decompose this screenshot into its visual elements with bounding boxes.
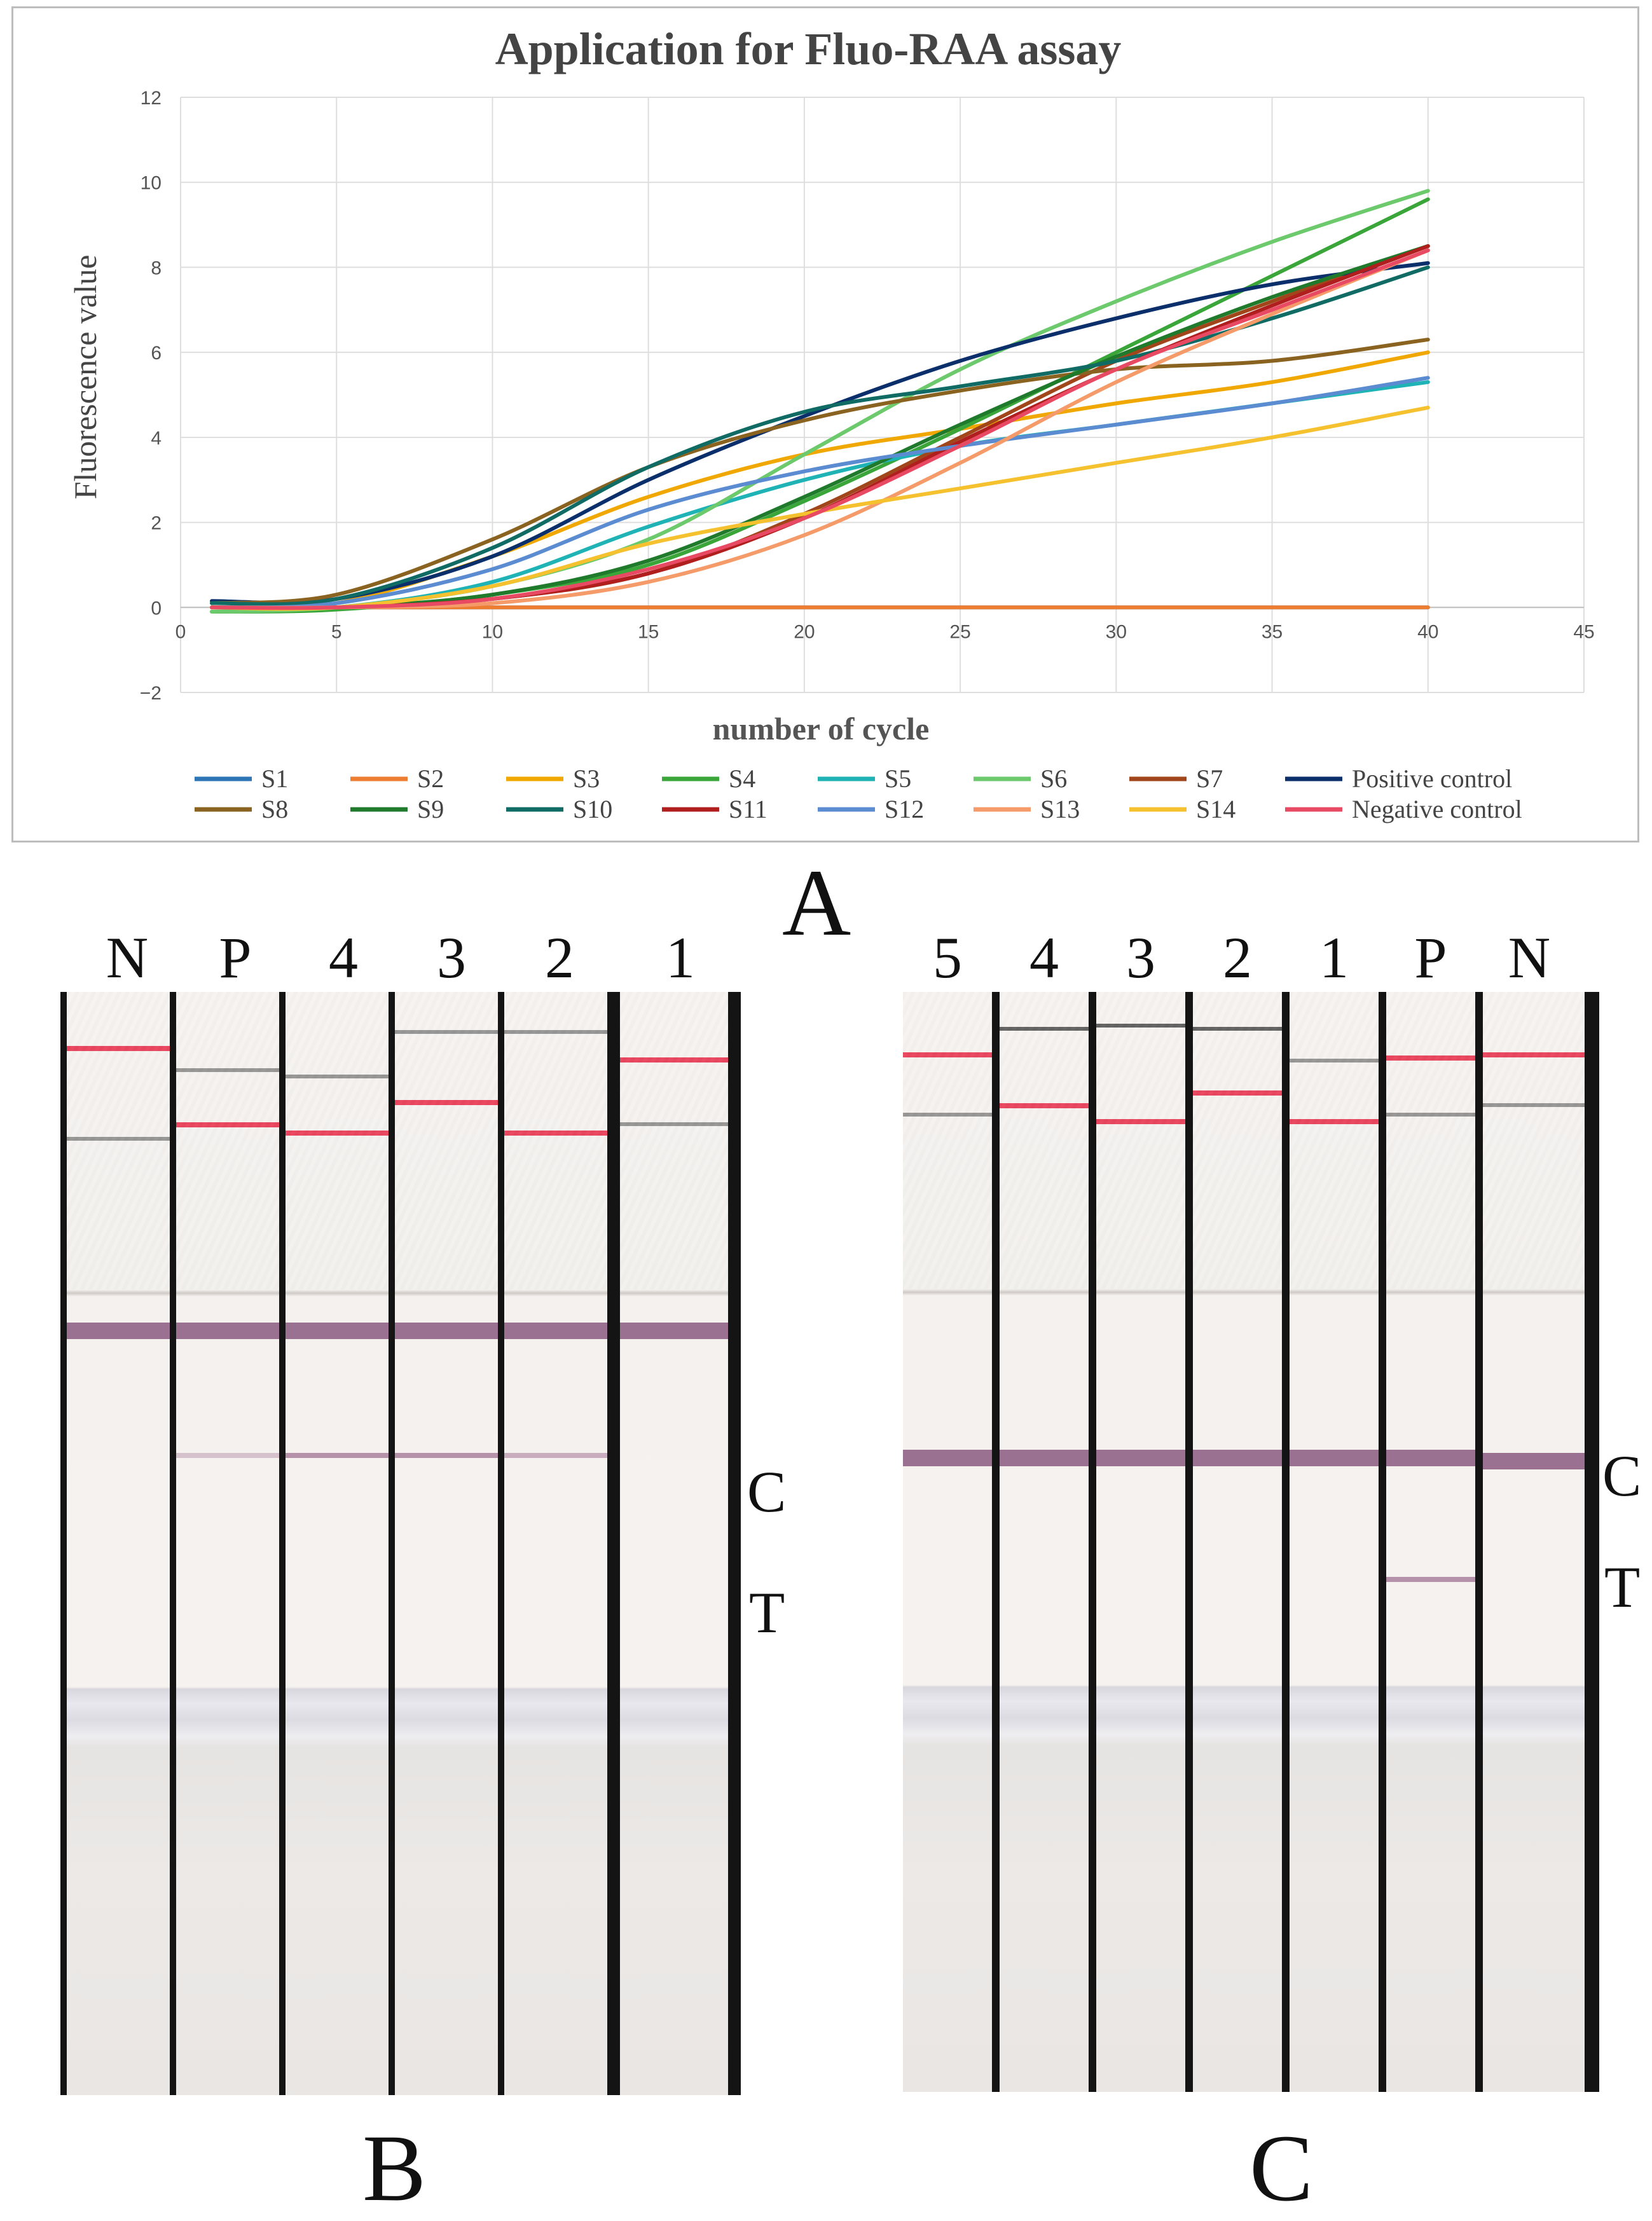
series-line-s8 (210, 338, 1430, 605)
legend-label-s7: S7 (1196, 764, 1223, 793)
legend-label-s1: S1 (261, 764, 288, 793)
legend-label-s10: S10 (573, 795, 612, 823)
lane-label-b-2: 2 (545, 925, 574, 990)
fluo-raa-line-chart: −2 0 2 4 6 8 10 12 0 5 10 15 20 25 30 35 40 45 S1 S2 S3 S4 S5… (67, 24, 1595, 823)
strip-b-p (176, 992, 279, 2095)
x-tick-label: 20 (794, 621, 815, 642)
lane-label-c-1: 1 (1319, 925, 1349, 990)
panel-label-a: A (782, 850, 851, 956)
strip-c-1 (1290, 992, 1379, 2092)
legend-label-positive-control: Positive control (1352, 764, 1512, 793)
x-tick-label: 25 (949, 621, 970, 642)
y-tick-label: 0 (151, 598, 162, 619)
lateral-flow-photo-b (60, 992, 741, 2095)
y-tick-label: 2 (151, 513, 162, 534)
legend-label-s14: S14 (1196, 795, 1236, 823)
chart-title: Application for Fluo-RAA assay (495, 24, 1122, 74)
lateral-flow-photo-c (903, 992, 1599, 2092)
y-tick-label: −2 (140, 683, 162, 704)
x-tick-label: 0 (176, 621, 186, 642)
strip-c-4 (1000, 992, 1089, 2092)
legend-label-s3: S3 (573, 764, 600, 793)
strip-b-4 (286, 992, 389, 2095)
series-line-s9 (210, 244, 1430, 610)
series-line-s3 (210, 350, 1430, 610)
y-tick-label: 4 (151, 428, 162, 449)
y-tick-label: 6 (151, 343, 162, 364)
lane-label-b-1: 1 (666, 925, 695, 990)
lane-label-c-5: 5 (933, 925, 962, 990)
x-tick-label: 35 (1262, 621, 1283, 642)
lane-label-c-4: 4 (1029, 925, 1059, 990)
x-tick-label: 40 (1417, 621, 1438, 642)
x-tick-label: 15 (638, 621, 659, 642)
strip-c-2 (1193, 992, 1282, 2092)
strip-b-n (67, 992, 170, 2095)
series-line-s12 (210, 376, 1430, 610)
x-axis-label: number of cycle (713, 711, 930, 746)
legend-label-s9: S9 (417, 795, 444, 823)
series-line-s14 (210, 406, 1430, 611)
strip-b-3 (395, 992, 498, 2095)
y-tick-label: 12 (141, 88, 162, 109)
lane-label-c-p: P (1414, 925, 1447, 990)
strip-c-3 (1096, 992, 1185, 2092)
legend-label-s8: S8 (261, 795, 288, 823)
lane-label-b-p: P (219, 925, 252, 990)
legend-label-s2: S2 (417, 764, 444, 793)
x-tick-label: 30 (1106, 621, 1127, 642)
series-line-s13 (210, 248, 1430, 610)
x-tick-label: 5 (331, 621, 342, 642)
legend-label-s13: S13 (1040, 795, 1080, 823)
legend-label-s12: S12 (885, 795, 924, 823)
series-line-positive-control (210, 261, 1430, 605)
strip-c-n (1483, 992, 1585, 2092)
strip-b-1 (620, 992, 728, 2095)
control-line-label-b: C (747, 1459, 787, 1524)
lane-label-c-3: 3 (1126, 925, 1155, 990)
series-line-s6 (210, 189, 1430, 614)
strip-c-5 (903, 992, 992, 2092)
series-line-negative-control (210, 248, 1430, 610)
x-tick-label: 45 (1573, 621, 1594, 642)
series-line-s11 (210, 244, 1430, 610)
legend-label-s6: S6 (1040, 764, 1067, 793)
legend-label-negative-control: Negative control (1352, 795, 1522, 823)
legend-label-s11: S11 (729, 795, 767, 823)
lane-label-c-2: 2 (1223, 925, 1252, 990)
lane-label-b-3: 3 (437, 925, 466, 990)
legend-label-s4: S4 (729, 764, 755, 793)
y-tick-label: 10 (141, 173, 162, 194)
y-axis-label: Fluorescence value (67, 255, 103, 500)
strip-b-2 (504, 992, 607, 2095)
series-line-s7 (210, 244, 1430, 610)
lane-label-c-n: N (1508, 925, 1551, 990)
chart-frame: −2 0 2 4 6 8 10 12 0 5 10 15 20 25 30 35 40 45 S1 S2 S3 S4 S5… (11, 6, 1639, 842)
test-line-label-c: T (1604, 1555, 1641, 1619)
x-tick-label: 10 (482, 621, 503, 642)
legend-label-s5: S5 (885, 764, 911, 793)
panel-label-c: C (1249, 2115, 1314, 2221)
lane-label-b-4: 4 (329, 925, 358, 990)
y-tick-label: 8 (151, 258, 162, 278)
test-line-label-b: T (749, 1580, 785, 1645)
lane-label-b-n: N (106, 925, 149, 990)
control-line-label-c: C (1602, 1443, 1642, 1508)
strip-c-p (1386, 992, 1475, 2092)
panel-label-b: B (362, 2115, 427, 2221)
